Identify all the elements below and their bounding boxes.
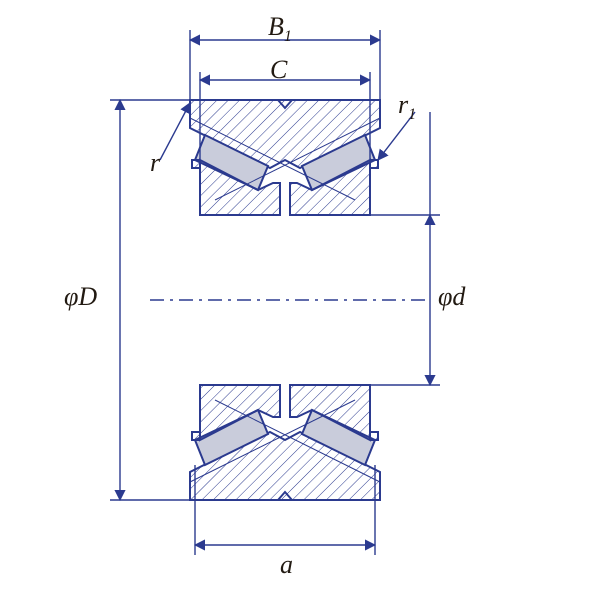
bearing-diagram: B1 C r r1 φD φd a xyxy=(0,0,600,600)
label-r: r xyxy=(150,148,160,178)
label-B1-sub: 1 xyxy=(284,28,292,45)
label-r1-sub: 1 xyxy=(408,106,416,123)
label-phid: φd xyxy=(438,282,465,312)
label-a: a xyxy=(280,550,293,580)
label-B1: B1 xyxy=(268,12,292,46)
label-r1-main: r xyxy=(398,90,408,119)
label-r1: r1 xyxy=(398,90,416,124)
label-B1-main: B xyxy=(268,12,284,41)
label-C: C xyxy=(270,55,287,85)
label-phiD: φD xyxy=(64,282,97,312)
